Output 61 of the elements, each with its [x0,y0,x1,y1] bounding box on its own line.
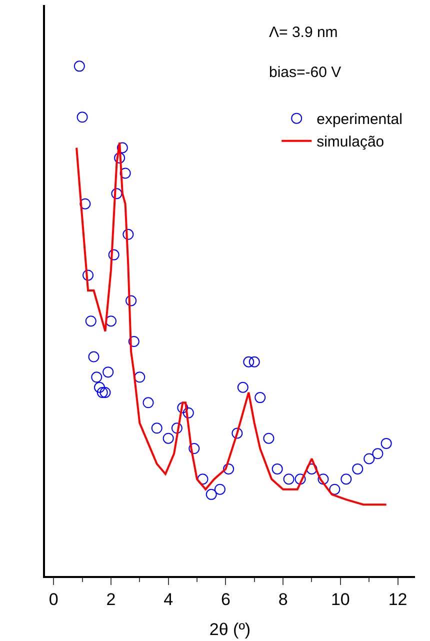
x-tick-label: 12 [388,590,408,610]
point [114,152,126,164]
point [91,372,102,383]
point [206,488,217,500]
point [116,142,128,154]
point [76,112,88,123]
point [294,474,306,485]
point [120,168,131,179]
point [372,448,384,460]
point [380,438,392,449]
point [352,463,364,474]
point [74,60,85,72]
point [82,270,94,281]
point [254,392,266,404]
point [214,484,226,495]
x-tick-label: 0 [48,590,58,610]
point [80,198,91,210]
annotation: bias=-60 V [269,64,342,81]
point [126,295,137,306]
point [188,443,200,454]
point [182,407,194,418]
point [122,228,134,240]
x-tick-label: 10 [330,590,350,610]
x-tick-label: 8 [278,590,288,610]
point [340,474,352,485]
point [243,356,254,368]
point [88,351,100,362]
point [318,474,329,485]
point [232,428,243,439]
point [223,463,234,474]
legend-label: simulação [316,134,384,151]
point [111,188,122,200]
point [105,316,116,327]
point [197,474,208,485]
point [272,463,283,474]
point [134,372,146,383]
point [102,366,114,378]
x-tick-label: 2 [106,590,116,610]
legend-label: experimental [316,111,402,128]
point [94,382,105,393]
point [85,316,96,327]
text: Λ= 3.9 nm [269,24,338,41]
x-tick-label: 6 [220,590,230,610]
point [364,453,375,464]
point [151,422,162,434]
point [177,402,188,414]
point [142,397,154,408]
x-tick-label: 4 [164,590,174,610]
point [329,484,340,495]
point [263,432,274,444]
x-axis-title: 2θ (º) [209,620,251,640]
point [96,386,108,398]
point [128,336,140,347]
point [237,382,248,393]
point [171,422,182,434]
point [248,356,260,368]
point [100,386,111,398]
point [162,432,174,444]
point [306,463,318,474]
point [283,474,294,485]
point [108,249,120,260]
